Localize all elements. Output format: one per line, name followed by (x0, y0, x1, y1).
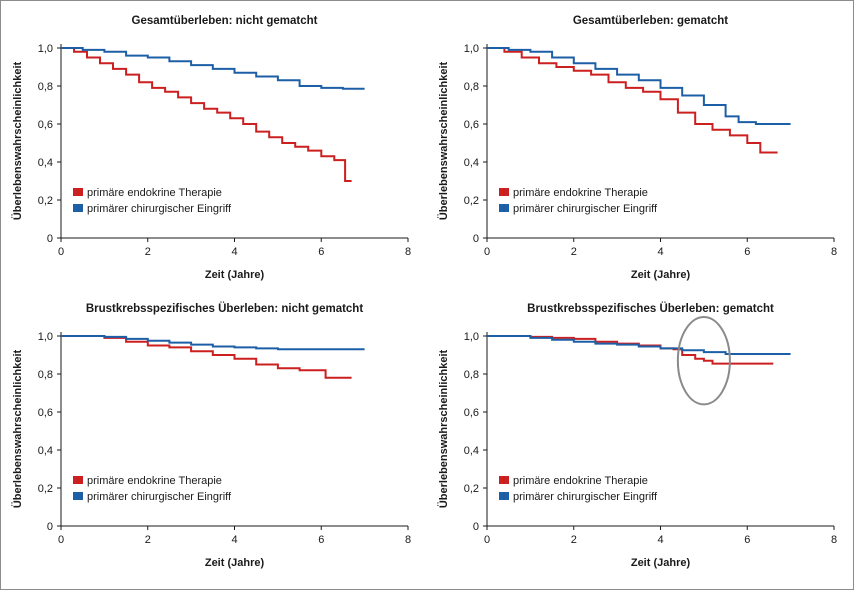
series-line-surgery (61, 335, 365, 351)
y-tick-label: 0,6 (38, 119, 53, 131)
y-tick-label: 0,8 (38, 81, 53, 93)
legend-label: primäre endokrine Therapie (513, 187, 648, 199)
y-axis-label: Überlebenswahrscheinlichkeit (11, 350, 24, 509)
y-tick-label: 1,0 (464, 331, 479, 343)
x-tick-label: 2 (571, 534, 577, 546)
x-tick-label: 0 (58, 534, 64, 546)
x-axis-label: Zeit (Jahre) (205, 269, 265, 281)
series-line-endocrine (61, 335, 352, 379)
x-tick-label: 8 (405, 246, 411, 258)
highlight-circle (676, 316, 731, 406)
chart-panel-4: Brustkrebsspezifisches Überleben: gematc… (437, 302, 837, 569)
x-tick-label: 6 (744, 534, 750, 546)
y-tick-label: 0,2 (464, 483, 479, 495)
y-tick-label: 0,4 (464, 157, 479, 169)
legend-label: primäre endokrine Therapie (513, 475, 648, 487)
y-tick-label: 0,6 (464, 119, 479, 131)
y-tick-label: 0,4 (38, 445, 53, 457)
y-tick-label: 0,8 (464, 81, 479, 93)
y-tick-label: 0 (473, 233, 479, 245)
y-tick-label: 0,4 (38, 157, 53, 169)
y-axis-label: Überlebenswahrscheinlichkeit (437, 350, 450, 509)
y-tick-label: 1,0 (38, 43, 53, 55)
chart-legend: primäre endokrine Therapie primärer chiru… (499, 475, 658, 503)
series-line-endocrine (61, 47, 352, 182)
y-tick-label: 0,2 (464, 195, 479, 207)
y-tick-label: 0 (473, 521, 479, 533)
x-tick-label: 4 (657, 246, 663, 258)
y-tick-label: 0,8 (464, 369, 479, 381)
chart-panel-3: Brustkrebsspezifisches Überleben: nicht … (11, 302, 411, 569)
series-line-surgery (487, 335, 791, 355)
y-tick-label: 0 (47, 521, 53, 533)
chart-title: Brustkrebsspezifisches Überleben: gematc… (527, 302, 774, 315)
chart-title: Gesamtüberleben: nicht gematcht (132, 15, 318, 27)
x-tick-label: 6 (744, 246, 750, 258)
x-tick-label: 6 (318, 534, 324, 546)
legend-label: primäre endokrine Therapie (87, 475, 222, 487)
legend-swatch-surgery (73, 492, 83, 500)
y-tick-label: 0,2 (38, 195, 53, 207)
y-tick-label: 0,8 (38, 369, 53, 381)
legend-swatch-surgery (73, 204, 83, 212)
y-tick-label: 0,2 (38, 483, 53, 495)
x-tick-label: 8 (831, 534, 837, 546)
y-tick-label: 1,0 (38, 331, 53, 343)
series-line-surgery (61, 47, 365, 90)
legend-swatch-endocrine (499, 476, 509, 484)
x-tick-label: 2 (145, 534, 151, 546)
chart-title: Brustkrebsspezifisches Überleben: nicht … (86, 302, 364, 315)
chart-panel-2: Gesamtüberleben: gematcht 0 0,2 0,4 0,6 0,8 1,… (437, 15, 837, 281)
x-tick-label: 8 (831, 246, 837, 258)
chart-legend: primäre endokrine Therapie primärer chiru… (73, 187, 232, 215)
y-tick-label: 1,0 (464, 43, 479, 55)
x-tick-label: 0 (484, 246, 490, 258)
legend-swatch-endocrine (73, 476, 83, 484)
x-tick-label: 4 (657, 534, 663, 546)
chart-legend: primäre endokrine Therapie primärer chiru… (73, 475, 232, 503)
x-axis-label: Zeit (Jahre) (631, 269, 691, 281)
x-tick-label: 0 (484, 534, 490, 546)
legend-label: primärer chirurgischer Eingriff (87, 491, 232, 503)
legend-swatch-endocrine (499, 188, 509, 196)
series-line-surgery (487, 47, 791, 125)
legend-swatch-endocrine (73, 188, 83, 196)
series-line-endocrine (487, 47, 778, 154)
y-tick-label: 0 (47, 233, 53, 245)
x-tick-label: 6 (318, 246, 324, 258)
x-axis-label: Zeit (Jahre) (205, 557, 265, 569)
y-axis-label: Überlebenswahrscheinlichkeit (437, 62, 450, 221)
y-tick-label: 0,6 (38, 407, 53, 419)
chart-panel-1: Gesamtüberleben: nicht gematcht 0 0,2 0,4 0,… (11, 15, 411, 281)
legend-label: primärer chirurgischer Eingriff (513, 491, 658, 503)
x-tick-label: 2 (145, 246, 151, 258)
y-axis-label: Überlebenswahrscheinlichkeit (11, 62, 24, 221)
chart-legend: primäre endokrine Therapie primärer chiru… (499, 187, 658, 215)
legend-label: primäre endokrine Therapie (87, 187, 222, 199)
y-tick-label: 0,6 (464, 407, 479, 419)
x-tick-label: 4 (231, 246, 237, 258)
y-tick-label: 0,4 (464, 445, 479, 457)
x-tick-label: 0 (58, 246, 64, 258)
chart-title: Gesamtüberleben: gematcht (573, 15, 728, 27)
legend-swatch-surgery (499, 204, 509, 212)
x-tick-label: 4 (231, 534, 237, 546)
x-tick-label: 2 (571, 246, 577, 258)
x-tick-label: 8 (405, 534, 411, 546)
legend-label: primärer chirurgischer Eingriff (87, 203, 232, 215)
legend-swatch-surgery (499, 492, 509, 500)
x-axis-label: Zeit (Jahre) (631, 557, 691, 569)
legend-label: primärer chirurgischer Eingriff (513, 203, 658, 215)
